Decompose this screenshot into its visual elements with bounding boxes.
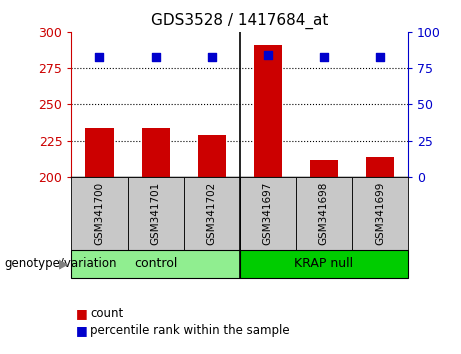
Text: percentile rank within the sample: percentile rank within the sample [90,325,290,337]
Point [96,54,103,59]
Bar [183,177,240,250]
Text: GSM341700: GSM341700 [95,182,105,245]
Bar [254,45,282,177]
Bar [240,177,296,250]
Text: GSM341697: GSM341697 [263,182,273,245]
Text: ■: ■ [76,307,88,320]
Text: control: control [134,257,177,270]
Text: GSM341698: GSM341698 [319,182,329,245]
Bar [352,177,408,250]
Text: ■: ■ [76,325,88,337]
Text: count: count [90,307,123,320]
Bar [310,160,338,177]
Text: GSM341699: GSM341699 [375,182,385,245]
Bar [71,250,240,278]
Bar [240,250,408,278]
Point [208,54,215,59]
Point [376,54,384,59]
Bar [71,177,128,250]
Bar [85,128,113,177]
Text: genotype/variation: genotype/variation [5,257,117,270]
Text: ▶: ▶ [59,257,68,270]
Bar [142,128,170,177]
Bar [366,157,394,177]
Point [320,54,327,59]
Point [152,54,160,59]
Bar [296,177,352,250]
Text: GSM341702: GSM341702 [207,182,217,245]
Bar [198,135,226,177]
Text: GSM341701: GSM341701 [151,182,160,245]
Bar [128,177,183,250]
Point [264,52,272,58]
Text: KRAP null: KRAP null [294,257,354,270]
Title: GDS3528 / 1417684_at: GDS3528 / 1417684_at [151,13,328,29]
